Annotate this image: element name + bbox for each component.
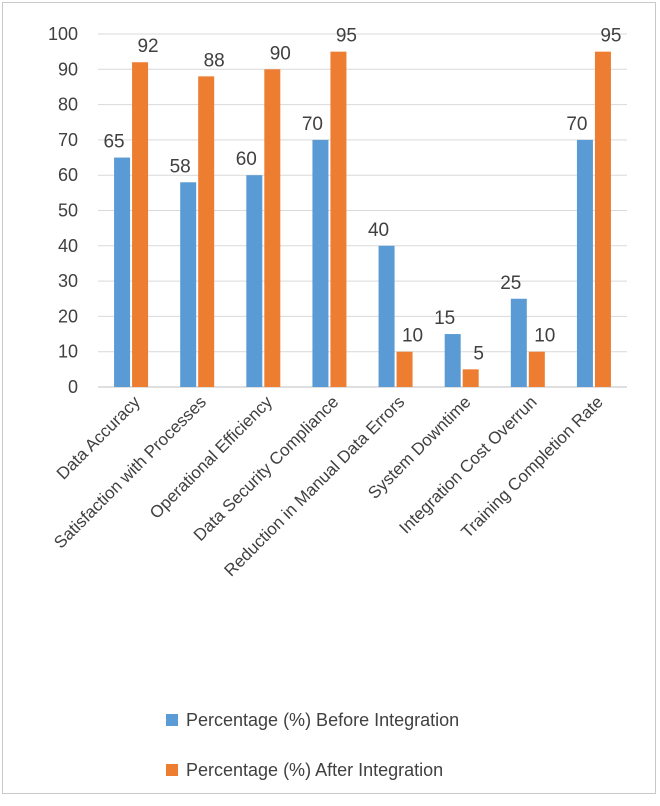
bar-before <box>576 139 593 387</box>
bar-after <box>528 351 545 387</box>
data-label: 58 <box>170 156 191 177</box>
bar-before <box>378 245 395 387</box>
data-label: 15 <box>434 308 455 329</box>
legend: Percentage (%) Before Integration Percen… <box>166 706 459 806</box>
x-category-label: Training Completion Rate <box>457 392 606 541</box>
data-label: 5 <box>473 343 484 364</box>
bar-after <box>264 69 281 388</box>
bar-after <box>198 76 215 388</box>
y-tick-label: 20 <box>58 306 78 326</box>
y-tick-label: 60 <box>58 165 78 185</box>
data-label: 25 <box>500 273 521 294</box>
data-label: 95 <box>600 26 621 47</box>
data-label: 60 <box>236 149 257 170</box>
y-axis-ticks: 0 10 20 30 40 50 60 70 80 90 100 <box>48 24 78 397</box>
data-labels: 65 92 58 88 60 90 70 95 40 10 15 5 25 10 70 95 <box>103 26 621 365</box>
data-label: 10 <box>534 326 555 347</box>
bar-before <box>510 298 527 387</box>
bar-after <box>132 62 149 388</box>
legend-item-before: Percentage (%) Before Integration <box>166 706 459 734</box>
data-label: 40 <box>368 220 389 241</box>
y-tick-label: 30 <box>58 271 78 291</box>
bar-before <box>114 157 131 387</box>
y-tick-label: 70 <box>58 130 78 150</box>
y-tick-label: 50 <box>58 201 78 221</box>
data-label: 95 <box>336 26 357 47</box>
bar-after <box>330 51 347 388</box>
y-tick-label: 80 <box>58 95 78 115</box>
data-label: 92 <box>137 36 158 57</box>
legend-item-after: Percentage (%) After Integration <box>166 756 459 784</box>
bar-after <box>594 51 611 388</box>
legend-label-before: Percentage (%) Before Integration <box>186 709 460 730</box>
legend-label-after: Percentage (%) After Integration <box>186 759 444 780</box>
y-tick-label: 0 <box>68 377 78 397</box>
y-tick-label: 90 <box>58 59 78 79</box>
data-label: 70 <box>302 114 323 135</box>
bar-after <box>396 351 413 387</box>
data-label: 65 <box>103 132 124 153</box>
data-label: 90 <box>270 43 291 64</box>
bars <box>114 51 611 388</box>
x-category-label: Operational Efficiency <box>146 392 276 522</box>
x-category-label: Integration Cost Overrun <box>396 392 541 537</box>
legend-swatch-after <box>166 764 178 776</box>
chart-frame <box>2 2 656 794</box>
y-tick-label: 100 <box>48 24 78 44</box>
y-tick-label: 40 <box>58 236 78 256</box>
bar-before <box>246 175 263 387</box>
bar-before <box>444 334 461 387</box>
bar-after <box>462 369 479 387</box>
bar-before <box>312 139 329 387</box>
data-label: 10 <box>402 326 423 347</box>
legend-swatch-before <box>166 714 178 726</box>
data-label: 88 <box>204 50 225 71</box>
bar-before <box>180 182 197 387</box>
data-label: 70 <box>566 114 587 135</box>
y-tick-label: 10 <box>58 342 78 362</box>
